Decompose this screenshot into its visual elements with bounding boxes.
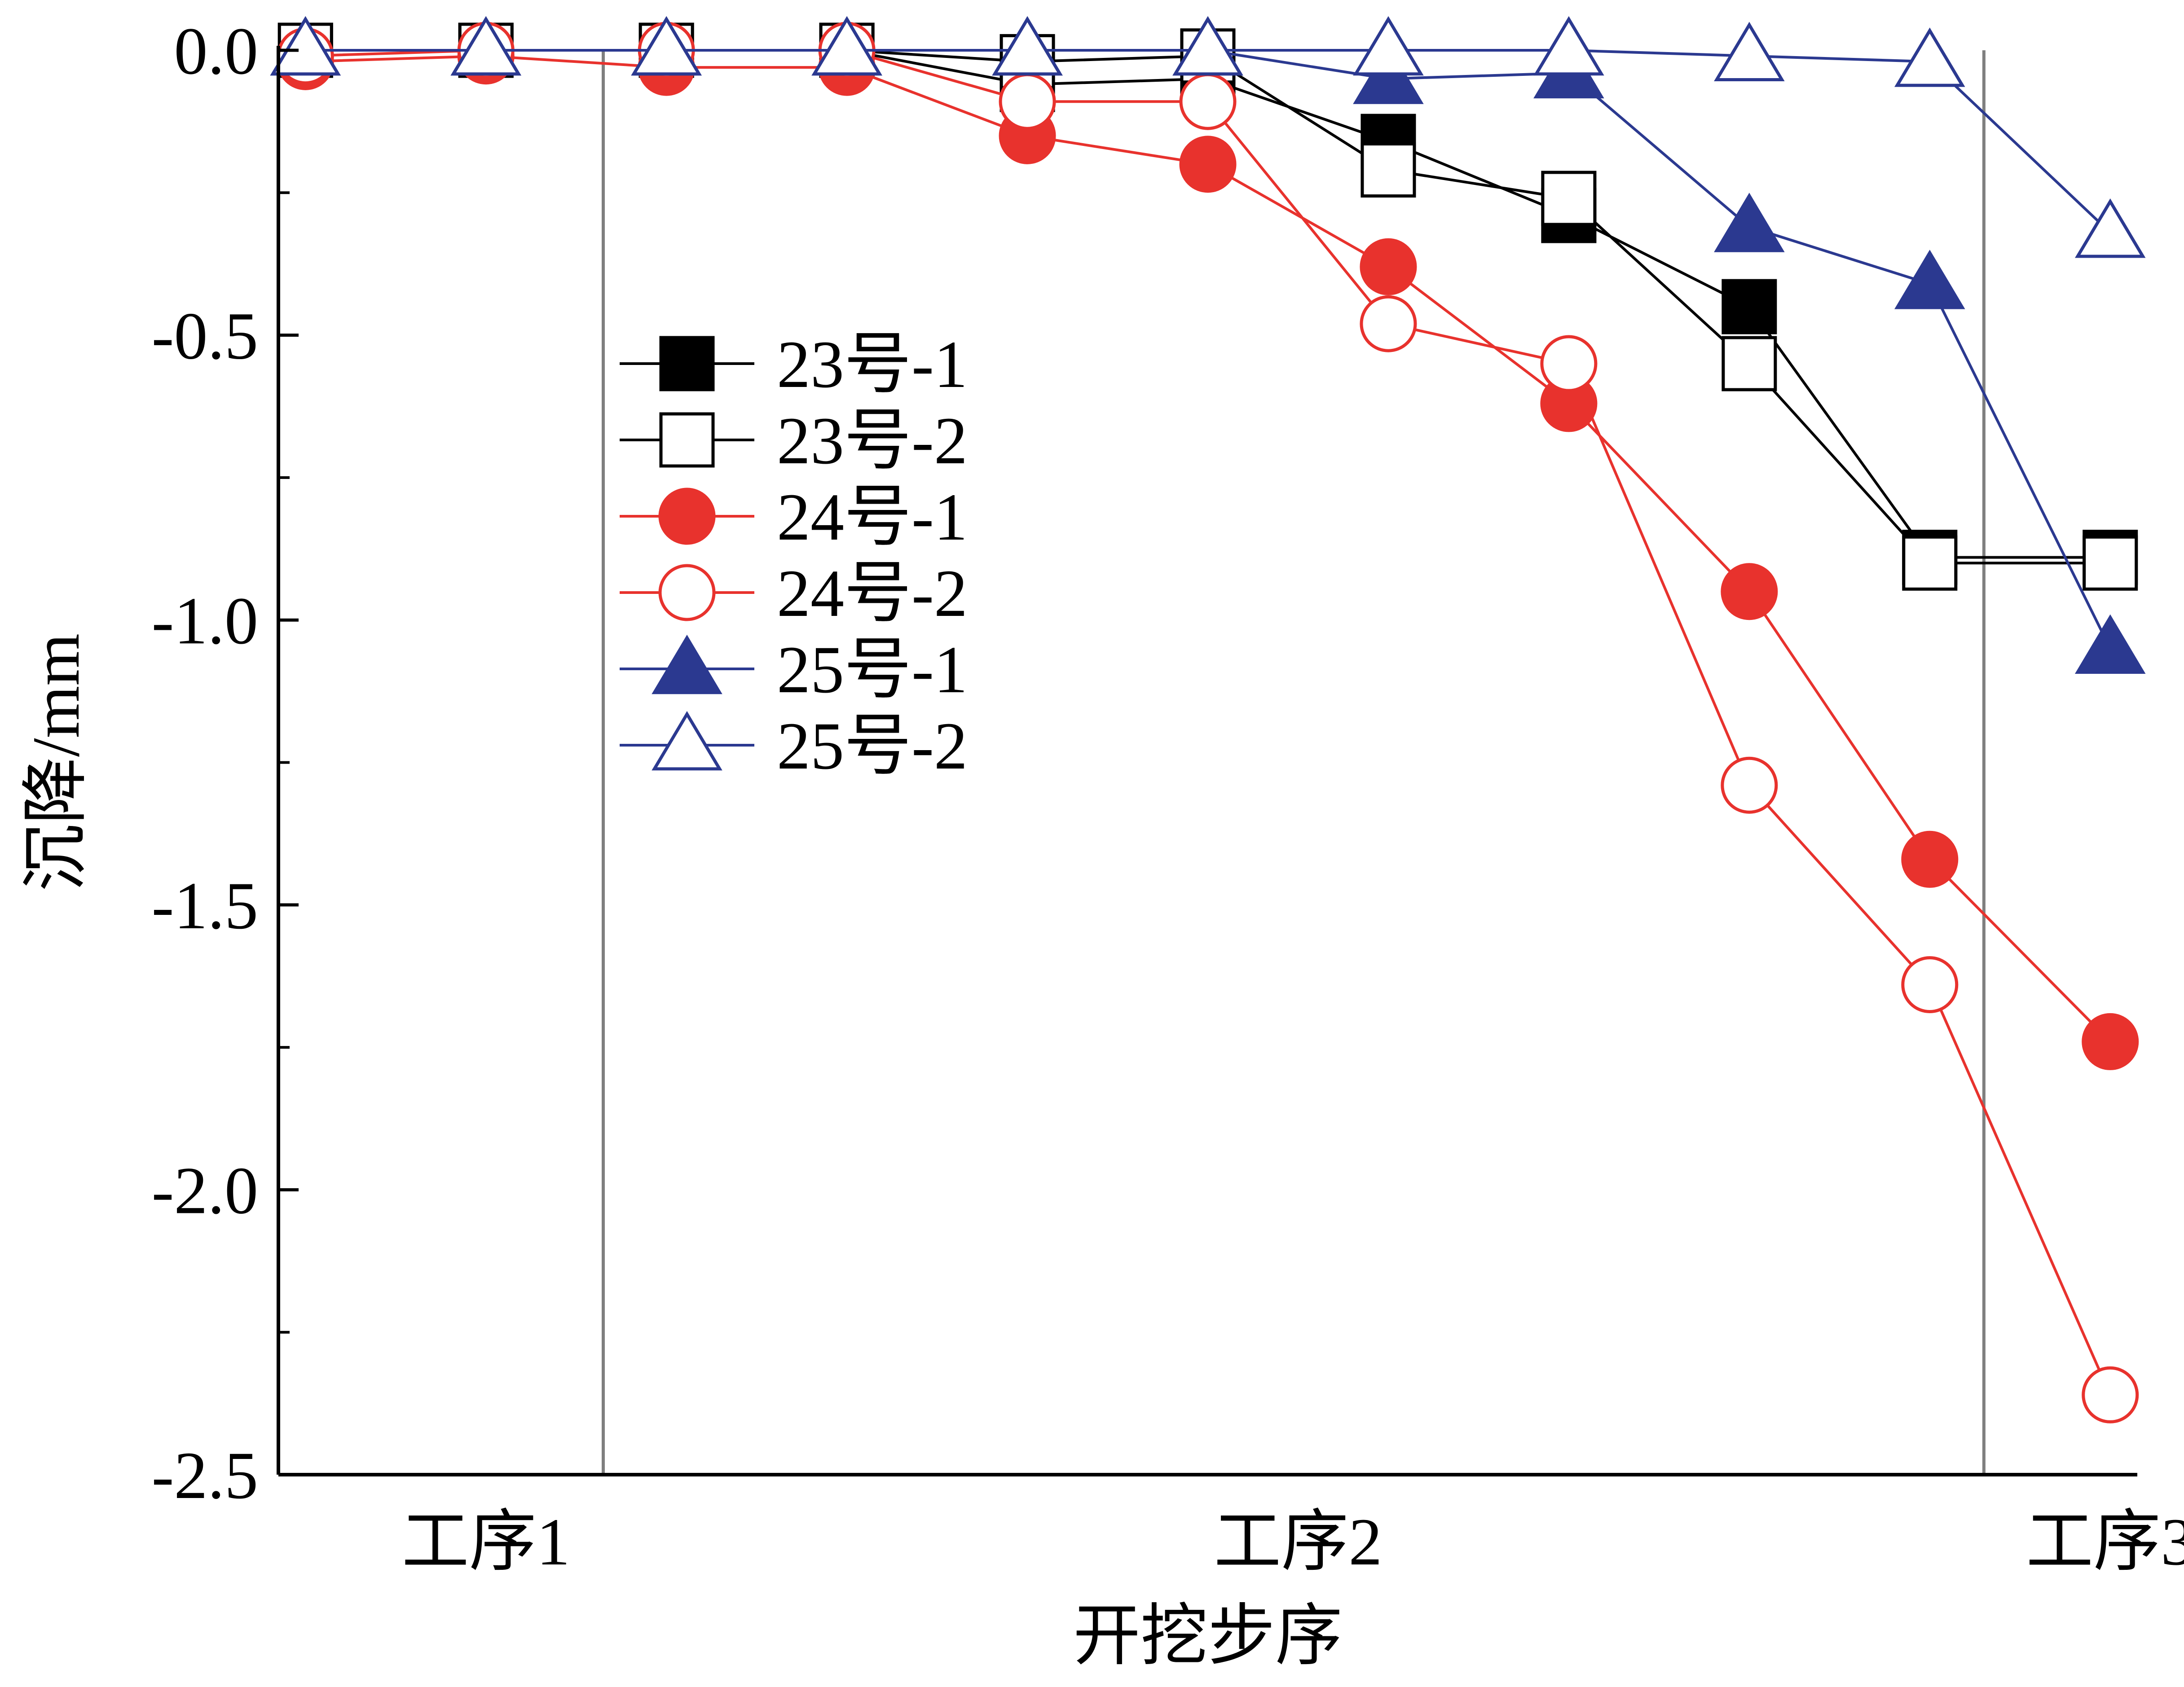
data-point: [1179, 73, 1237, 130]
data-point: [1721, 756, 1778, 814]
x-tick-label: 工序1: [402, 1505, 570, 1579]
data-point: [1902, 535, 1958, 591]
legend-item: 25号-2: [620, 709, 968, 783]
series-6: [270, 16, 2146, 258]
data-point: [270, 16, 341, 76]
data-point: [2082, 1366, 2139, 1423]
series-3: [277, 27, 2139, 1070]
data-point: [1894, 250, 1965, 309]
legend-marker: [659, 336, 715, 391]
legend-label: 23号-1: [777, 327, 968, 402]
series-4: [277, 22, 2139, 1423]
series-layer: [270, 16, 2146, 1423]
legend-marker: [658, 564, 716, 621]
y-tick-label: -1.5: [152, 869, 258, 943]
x-tick-label: 工序2: [1214, 1505, 1382, 1579]
y-tick-label: -0.5: [152, 299, 258, 373]
data-point: [1722, 279, 1777, 334]
data-point: [1179, 136, 1237, 193]
legend-item: 23号-2: [620, 404, 968, 478]
data-point: [1533, 16, 1604, 76]
x-axis-title: 开挖步序: [1073, 1599, 1343, 1674]
data-point: [811, 16, 882, 76]
data-point: [1541, 171, 1597, 226]
data-point: [2083, 535, 2138, 591]
data-point: [2074, 198, 2146, 258]
phase-dividers: [601, 50, 1986, 1475]
legend-label: 25号-2: [777, 709, 968, 783]
data-point: [1894, 27, 1965, 87]
legend-label: 25号-1: [777, 633, 968, 707]
legend-marker: [652, 711, 722, 771]
data-point: [1172, 16, 1243, 76]
legend-item: 24号-2: [620, 556, 968, 631]
data-point: [2074, 614, 2146, 674]
series-line: [305, 49, 2112, 1396]
data-point: [992, 16, 1063, 76]
axes: [277, 46, 2137, 1476]
legend-item: 23号-1: [620, 327, 968, 402]
legend-marker: [658, 488, 716, 545]
data-point: [1714, 193, 1785, 252]
data-point: [999, 73, 1056, 130]
y-tick-label: -2.0: [152, 1153, 258, 1228]
y-tick-label: -2.5: [152, 1438, 258, 1513]
y-ticks: 0.0 -0.5 -1.0 -1.5 -2.0 -2.5: [152, 14, 299, 1513]
data-point: [450, 16, 521, 76]
series-line: [305, 54, 2111, 1043]
data-point: [1360, 295, 1417, 352]
data-point: [1714, 22, 1785, 81]
data-point: [1361, 142, 1416, 198]
legend-item: 24号-1: [620, 480, 968, 554]
data-point: [1360, 238, 1417, 295]
data-point: [631, 16, 702, 76]
y-axis-title: 沉降/mm: [19, 633, 93, 892]
data-point: [1722, 336, 1777, 391]
data-point: [1901, 830, 1959, 888]
x-tick-label: 工序3: [2026, 1505, 2184, 1579]
y-tick-label: -1.0: [152, 584, 258, 658]
legend-label: 24号-1: [777, 480, 968, 554]
legend-label: 24号-2: [777, 556, 968, 631]
data-point: [1901, 956, 1959, 1013]
legend-marker: [652, 634, 722, 694]
y-tick-label: 0.0: [174, 14, 259, 88]
legend-marker: [659, 412, 715, 468]
data-point: [2082, 1013, 2139, 1070]
legend-item: 25号-1: [620, 633, 968, 707]
legend-label: 23号-2: [777, 404, 968, 478]
data-point: [1540, 335, 1598, 392]
data-point: [1353, 16, 1424, 76]
x-ticks: 工序1 工序2 工序3: [402, 1505, 2184, 1579]
data-point: [1721, 563, 1778, 620]
